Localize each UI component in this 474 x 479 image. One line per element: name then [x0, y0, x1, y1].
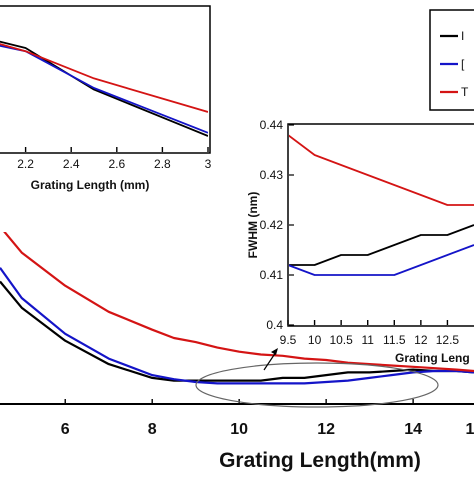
inset2-x-tick-label: 10 [308, 333, 322, 347]
inset2-x-label: Grating Leng [395, 351, 470, 365]
inset2-y-tick-label: 0.4 [266, 318, 283, 332]
inset2-series-line-2 [289, 244, 474, 276]
main-series-line-1 [0, 280, 474, 382]
legend-label-3: T [461, 85, 469, 99]
main-x-tick-label: 10 [230, 421, 248, 438]
main-x-tick-label: 8 [148, 421, 157, 438]
inset1-x-label: Grating Length (mm) [31, 178, 150, 192]
highlight-ellipse [195, 362, 439, 408]
inset1-x-tick-label: 2.6 [108, 157, 125, 171]
inset1-series-group [0, 40, 208, 137]
inset2-frame [287, 123, 474, 327]
main-series-line-3 [3, 232, 474, 373]
inset2-x-tick-label: 10.5 [329, 333, 353, 347]
main-x-label: Grating Length(mm) [219, 449, 421, 472]
main-series-group [0, 232, 474, 385]
inset1-x-ticks: 2.2 2.4 2.6 2.8 3 [17, 147, 212, 171]
main-x-tick-label: 14 [404, 421, 422, 438]
main-x-tick-label-edge: 1 [466, 421, 474, 438]
inset2-y-ticks: 0.4 0.41 0.42 0.43 0.44 [260, 118, 294, 332]
annotation-arrow [263, 351, 277, 371]
inset2-x-ticks: 9.5 10 10.5 11 11.5 12 12.5 [280, 320, 460, 347]
inset-right: 9.5 10 10.5 11 11.5 12 12.5 0.40.410.420.430.4… [246, 118, 474, 365]
inset2-series-group [289, 134, 474, 276]
inset1-x-tick-label: 3 [205, 157, 212, 171]
inset2-x-tick-label: 11.5 [383, 333, 406, 347]
main-plot: 6 8 10 12 14 1 Grating Length(mm) [0, 232, 474, 472]
inset1-series-line-3 [0, 43, 208, 113]
inset1-x-tick-label: 2.8 [154, 157, 171, 171]
legend-label-1: I [461, 29, 464, 43]
inset1-frame [0, 5, 211, 154]
legend-box [429, 9, 474, 111]
inset2-x-tick-label: 11 [361, 333, 374, 347]
inset1-x-tick-label: 2.2 [17, 157, 34, 171]
main-x-tick-label: 12 [317, 421, 335, 438]
main-x-tick-label: 6 [61, 421, 70, 438]
inset1-x-tick-label: 2.4 [63, 157, 80, 171]
inset2-series-line-1 [289, 224, 474, 266]
inset2-y-tick-label: 0.41 [260, 268, 284, 282]
inset2-y-tick-label: 0.43 [260, 168, 284, 182]
inset2-y-tick-label: 0.44 [260, 118, 284, 132]
inset2-x-tick-label: 12 [414, 333, 428, 347]
inset2-x-tick-label: 12.5 [436, 333, 460, 347]
inset-top-left: 2.2 2.4 2.6 2.8 3 Grating Length (mm) [0, 5, 212, 192]
annotation-arrowhead [271, 348, 278, 355]
inset1-series-line-2 [0, 44, 208, 134]
main-series-line-2 [0, 267, 474, 385]
legend-label-2: [ [461, 57, 465, 71]
inset2-y-label: FWHM (nm) [246, 192, 260, 259]
main-x-ticks: 6 8 10 12 14 1 [61, 399, 474, 438]
inset2-x-tick-label: 9.5 [280, 333, 297, 347]
inset2-y-tick-label: 0.42 [260, 218, 284, 232]
legend: I [ T [429, 9, 474, 111]
inset2-series-line-3 [289, 134, 474, 206]
